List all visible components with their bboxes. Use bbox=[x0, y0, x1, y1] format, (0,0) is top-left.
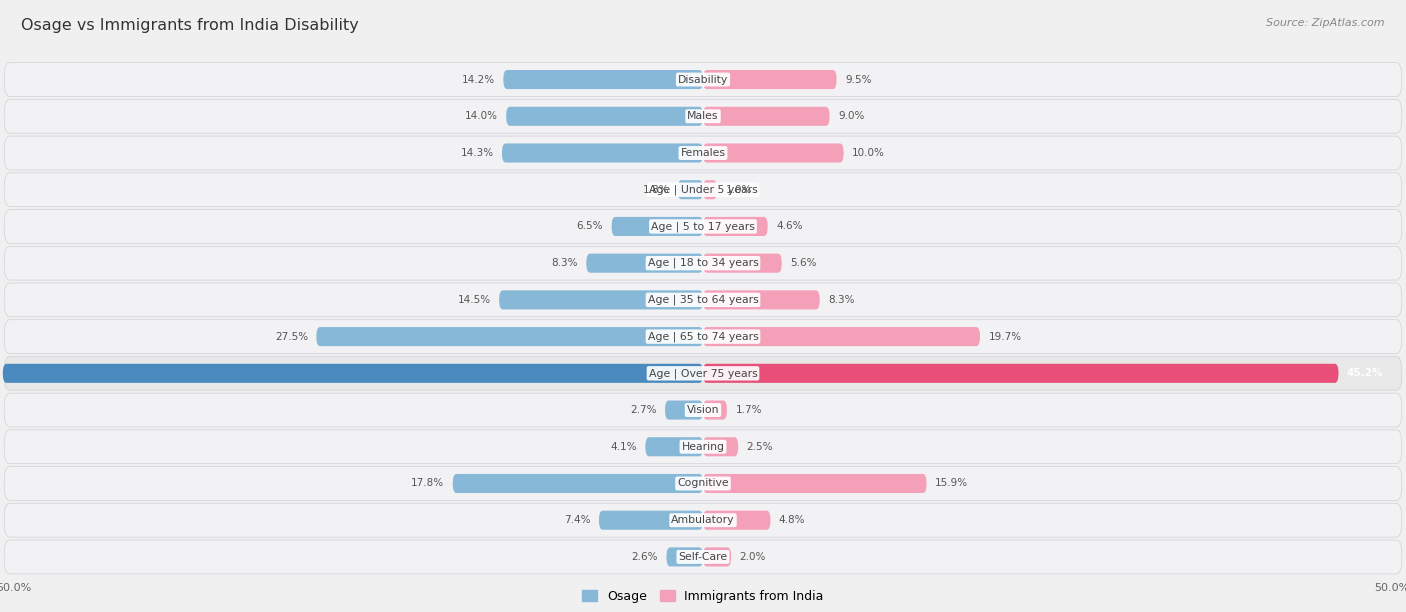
FancyBboxPatch shape bbox=[4, 393, 1402, 427]
Text: Age | Under 5 years: Age | Under 5 years bbox=[648, 184, 758, 195]
Text: Age | 35 to 64 years: Age | 35 to 64 years bbox=[648, 294, 758, 305]
Text: Cognitive: Cognitive bbox=[678, 479, 728, 488]
Text: 4.8%: 4.8% bbox=[779, 515, 806, 525]
Text: 6.5%: 6.5% bbox=[576, 222, 603, 231]
FancyBboxPatch shape bbox=[703, 547, 731, 567]
Text: 7.4%: 7.4% bbox=[564, 515, 591, 525]
FancyBboxPatch shape bbox=[645, 437, 703, 457]
FancyBboxPatch shape bbox=[4, 319, 1402, 354]
Text: Disability: Disability bbox=[678, 75, 728, 84]
Text: 50.0%: 50.0% bbox=[1374, 583, 1406, 594]
Text: 1.0%: 1.0% bbox=[725, 185, 752, 195]
FancyBboxPatch shape bbox=[503, 70, 703, 89]
FancyBboxPatch shape bbox=[586, 253, 703, 273]
Text: Age | 65 to 74 years: Age | 65 to 74 years bbox=[648, 331, 758, 342]
Text: Self-Care: Self-Care bbox=[679, 552, 727, 562]
Text: 4.6%: 4.6% bbox=[776, 222, 803, 231]
Text: 4.1%: 4.1% bbox=[610, 442, 637, 452]
FancyBboxPatch shape bbox=[4, 283, 1402, 317]
FancyBboxPatch shape bbox=[703, 474, 927, 493]
FancyBboxPatch shape bbox=[4, 173, 1402, 207]
Text: Females: Females bbox=[681, 148, 725, 158]
FancyBboxPatch shape bbox=[703, 510, 770, 530]
FancyBboxPatch shape bbox=[499, 290, 703, 310]
Text: 14.3%: 14.3% bbox=[460, 148, 494, 158]
Text: 8.3%: 8.3% bbox=[828, 295, 855, 305]
FancyBboxPatch shape bbox=[703, 327, 980, 346]
Text: Age | 18 to 34 years: Age | 18 to 34 years bbox=[648, 258, 758, 269]
Text: 19.7%: 19.7% bbox=[988, 332, 1022, 341]
FancyBboxPatch shape bbox=[502, 143, 703, 163]
FancyBboxPatch shape bbox=[4, 356, 1402, 390]
Legend: Osage, Immigrants from India: Osage, Immigrants from India bbox=[582, 590, 824, 603]
Text: 8.3%: 8.3% bbox=[551, 258, 578, 268]
Text: 9.0%: 9.0% bbox=[838, 111, 865, 121]
Text: 15.9%: 15.9% bbox=[935, 479, 969, 488]
FancyBboxPatch shape bbox=[703, 253, 782, 273]
Text: Ambulatory: Ambulatory bbox=[671, 515, 735, 525]
FancyBboxPatch shape bbox=[703, 143, 844, 163]
Text: 45.2%: 45.2% bbox=[1347, 368, 1384, 378]
FancyBboxPatch shape bbox=[703, 400, 727, 420]
FancyBboxPatch shape bbox=[703, 364, 1339, 383]
Text: 27.5%: 27.5% bbox=[274, 332, 308, 341]
FancyBboxPatch shape bbox=[4, 246, 1402, 280]
Text: 2.0%: 2.0% bbox=[740, 552, 766, 562]
FancyBboxPatch shape bbox=[316, 327, 703, 346]
FancyBboxPatch shape bbox=[4, 540, 1402, 574]
Text: 10.0%: 10.0% bbox=[852, 148, 884, 158]
FancyBboxPatch shape bbox=[612, 217, 703, 236]
FancyBboxPatch shape bbox=[4, 430, 1402, 464]
Text: 14.5%: 14.5% bbox=[457, 295, 491, 305]
FancyBboxPatch shape bbox=[4, 62, 1402, 97]
Text: 2.6%: 2.6% bbox=[631, 552, 658, 562]
FancyBboxPatch shape bbox=[453, 474, 703, 493]
FancyBboxPatch shape bbox=[3, 364, 703, 383]
FancyBboxPatch shape bbox=[703, 70, 837, 89]
FancyBboxPatch shape bbox=[665, 400, 703, 420]
Text: 14.0%: 14.0% bbox=[465, 111, 498, 121]
FancyBboxPatch shape bbox=[703, 180, 717, 200]
FancyBboxPatch shape bbox=[4, 136, 1402, 170]
FancyBboxPatch shape bbox=[4, 209, 1402, 244]
Text: Males: Males bbox=[688, 111, 718, 121]
Text: Age | 5 to 17 years: Age | 5 to 17 years bbox=[651, 221, 755, 232]
Text: Source: ZipAtlas.com: Source: ZipAtlas.com bbox=[1267, 18, 1385, 28]
Text: Osage vs Immigrants from India Disability: Osage vs Immigrants from India Disabilit… bbox=[21, 18, 359, 34]
FancyBboxPatch shape bbox=[703, 106, 830, 126]
FancyBboxPatch shape bbox=[666, 547, 703, 567]
Text: 2.5%: 2.5% bbox=[747, 442, 773, 452]
Text: 9.5%: 9.5% bbox=[845, 75, 872, 84]
FancyBboxPatch shape bbox=[599, 510, 703, 530]
FancyBboxPatch shape bbox=[678, 180, 703, 200]
FancyBboxPatch shape bbox=[703, 437, 738, 457]
FancyBboxPatch shape bbox=[4, 99, 1402, 133]
Text: 17.8%: 17.8% bbox=[411, 479, 444, 488]
Text: 14.2%: 14.2% bbox=[461, 75, 495, 84]
Text: 1.7%: 1.7% bbox=[735, 405, 762, 415]
Text: Age | Over 75 years: Age | Over 75 years bbox=[648, 368, 758, 379]
FancyBboxPatch shape bbox=[506, 106, 703, 126]
FancyBboxPatch shape bbox=[703, 290, 820, 310]
Text: 50.0%: 50.0% bbox=[0, 583, 32, 594]
Text: Vision: Vision bbox=[686, 405, 720, 415]
FancyBboxPatch shape bbox=[4, 503, 1402, 537]
Text: 5.6%: 5.6% bbox=[790, 258, 817, 268]
Text: 2.7%: 2.7% bbox=[630, 405, 657, 415]
FancyBboxPatch shape bbox=[703, 217, 768, 236]
Text: 1.8%: 1.8% bbox=[643, 185, 669, 195]
Text: Hearing: Hearing bbox=[682, 442, 724, 452]
FancyBboxPatch shape bbox=[4, 466, 1402, 501]
